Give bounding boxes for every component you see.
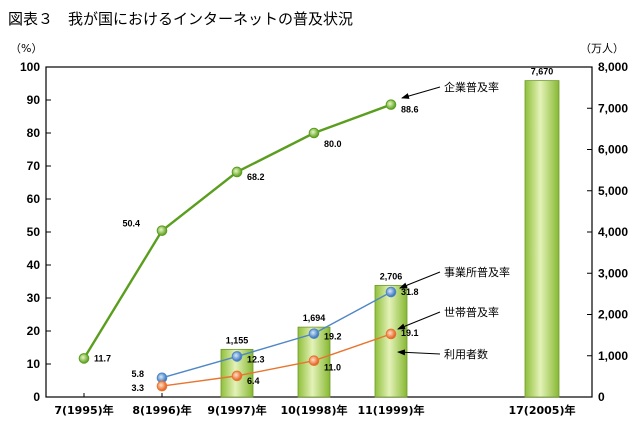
series-point [308,355,320,367]
right-axis-unit: （万人） [580,42,624,55]
point-value-label: 3.3 [131,383,144,393]
legend-entry: 企業普及率 [444,80,499,94]
left-tick-label: 20 [27,324,41,338]
left-tick-label: 60 [27,192,41,206]
point-value-label: 11.0 [324,363,341,373]
point-value-label: 80.0 [324,139,342,149]
point-value-label: 31.8 [401,287,419,297]
right-tick-label: 2,000 [598,308,628,322]
x-tick-label: 7(1995)年 [54,403,113,417]
x-tick-label: 9(1997)年 [207,403,266,417]
data-labels: 1,155 1,694 2,706 7,670 11.7 50.4 68.2 80.0 88.6… [94,67,553,393]
series-point [78,353,90,364]
bar-users [524,80,560,398]
series-point [156,380,168,392]
point-value-label: 6.4 [247,376,260,386]
legend-arrow [399,271,441,289]
right-tick-label: 3,000 [598,266,628,280]
left-tick-label: 30 [27,291,41,305]
right-tick-label: 6,000 [598,143,628,157]
legend-arrow [401,86,441,99]
legend-entry: 世帯普及率 [444,305,499,319]
left-axis-unit: （%） [10,42,42,55]
point-value-label: 88.6 [401,105,419,115]
axes: 0 10 20 30 40 50 60 70 80 90 100 0 1,000 2,000 3,000 4,… [10,42,628,417]
right-tick-label: 4,000 [598,225,628,239]
point-value-label: 11.7 [94,353,111,363]
x-tick-label: 11(1999)年 [358,403,425,417]
series-point [385,286,397,298]
left-tick-label: 90 [27,93,41,107]
series-point [231,370,243,382]
left-tick-label: 0 [33,390,40,404]
point-value-label: 19.1 [401,328,419,338]
legend-arrow [397,349,441,356]
chart-title: 図表３ 我が国におけるインターネットの普及状況 [8,10,354,28]
series-point [385,328,397,340]
series-point [308,328,320,339]
right-tick-label: 5,000 [598,184,628,198]
legend-arrow [397,311,441,330]
legend-entry: 事業所普及率 [444,265,510,279]
series-point [308,127,320,139]
series-line [161,333,392,387]
point-value-label: 50.4 [122,219,140,229]
series-lines [78,99,397,392]
right-tick-label: 1,000 [598,349,628,363]
left-tick-label: 100 [20,60,40,74]
left-tick-label: 70 [27,159,41,173]
bar-users [374,284,408,398]
x-tick-label: 17(2005)年 [509,403,576,417]
right-tick-label: 7,000 [598,101,628,115]
series-line [82,103,392,360]
series-point [385,99,397,110]
x-tick-label: 10(1998)年 [281,403,348,417]
point-value-label: 19.2 [324,332,342,342]
bar-value-label: 2,706 [380,271,403,281]
series-point [231,351,243,362]
x-tick-label: 8(1996)年 [132,403,191,417]
legend-entry: 利用者数 [444,348,488,361]
bar-value-label: 7,670 [531,67,554,77]
left-tick-label: 50 [27,225,41,239]
left-tick-label: 80 [27,126,41,140]
bars [220,80,560,398]
series-point [231,166,243,178]
point-value-label: 68.2 [247,172,265,182]
right-tick-label: 8,000 [598,60,628,74]
left-tick-label: 40 [27,258,41,272]
bar-value-label: 1,694 [303,313,326,323]
bar-value-label: 1,155 [226,335,249,345]
point-value-label: 5.8 [131,369,144,379]
series-line [161,291,392,379]
right-tick-label: 0 [598,390,605,404]
point-value-label: 12.3 [247,354,265,364]
left-tick-label: 10 [27,357,41,371]
series-point [156,225,168,236]
